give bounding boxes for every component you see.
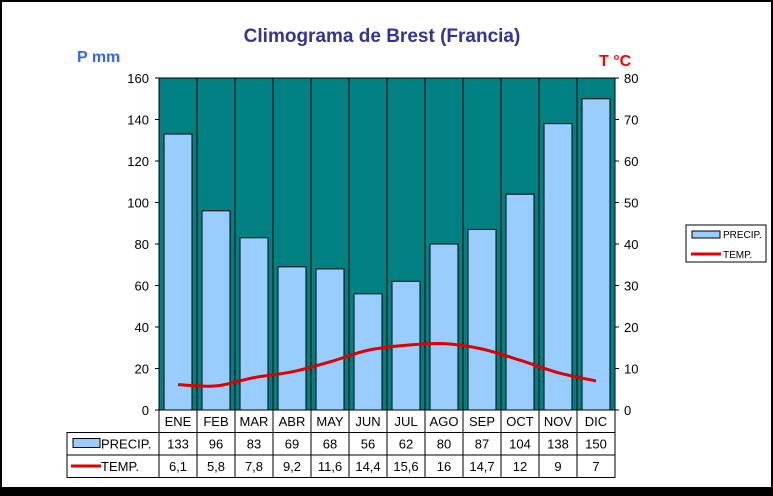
bar-abr <box>277 266 307 411</box>
precip-value: 83 <box>247 437 261 452</box>
bar-oct <box>505 193 535 411</box>
precip-table-key <box>72 438 101 448</box>
legend-temp-label: TEMP. <box>723 250 752 261</box>
temp-value: 14,7 <box>469 459 494 474</box>
left-tick-label: 60 <box>135 279 149 294</box>
left-tick-label: 40 <box>135 320 149 335</box>
temp-value: 6,1 <box>169 459 187 474</box>
precip-value: 69 <box>285 437 299 452</box>
temp-row-label: TEMP. <box>101 459 139 474</box>
precip-value: 80 <box>437 437 451 452</box>
month-label: JUL <box>394 414 417 429</box>
legend-precip-label: PRECIP. <box>723 230 762 241</box>
temp-value: 14,4 <box>355 459 380 474</box>
bar-may <box>315 268 345 411</box>
month-label: ABR <box>279 414 306 429</box>
left-tick-label: 80 <box>135 237 149 252</box>
bar-mar <box>239 237 269 411</box>
precip-value: 96 <box>209 437 223 452</box>
right-tick-label: 10 <box>624 362 638 377</box>
month-label: MAY <box>316 414 344 429</box>
month-label: MAR <box>240 414 269 429</box>
month-label: NOV <box>544 414 573 429</box>
left-axis-label: P mm <box>77 49 120 66</box>
bar-nov <box>543 123 573 411</box>
month-label: DIC <box>585 414 607 429</box>
temp-value: 7 <box>592 459 599 474</box>
left-tick-label: 120 <box>127 154 149 169</box>
left-tick-label: 20 <box>135 362 149 377</box>
month-label: OCT <box>506 414 534 429</box>
precip-value: 56 <box>361 437 375 452</box>
right-tick-label: 0 <box>624 403 631 418</box>
right-tick-label: 80 <box>624 71 638 86</box>
month-label: SEP <box>469 414 495 429</box>
bar-dic <box>581 98 611 411</box>
left-tick-label: 160 <box>127 71 149 86</box>
precip-value: 87 <box>475 437 489 452</box>
chart-frame: Climograma de Brest (Francia) P mm T °C … <box>2 2 771 487</box>
bar-ago <box>429 243 459 411</box>
precip-value: 150 <box>585 437 607 452</box>
precip-row-label: PRECIP. <box>101 437 151 452</box>
precip-value: 68 <box>323 437 337 452</box>
bar-sep <box>467 228 497 411</box>
right-axis-label: T °C <box>599 53 632 70</box>
precip-value: 62 <box>399 437 413 452</box>
temp-value: 7,8 <box>245 459 263 474</box>
temp-value: 11,6 <box>318 459 342 474</box>
right-tick-label: 20 <box>624 320 638 335</box>
right-tick-label: 30 <box>624 279 638 294</box>
bar-ene <box>163 133 193 411</box>
temp-line <box>177 341 597 388</box>
temp-value: 5,8 <box>207 459 225 474</box>
chart-title: Climograma de Brest (Francia) <box>244 26 521 47</box>
bar-feb <box>201 210 231 411</box>
right-tick-label: 40 <box>624 237 638 252</box>
precip-value: 133 <box>167 437 189 452</box>
month-label: AGO <box>430 414 459 429</box>
month-label: ENE <box>165 414 192 429</box>
temp-value: 9 <box>554 459 561 474</box>
temp-value: 9,2 <box>283 459 301 474</box>
right-tick-label: 70 <box>624 113 638 128</box>
left-tick-label: 0 <box>142 403 149 418</box>
left-tick-label: 100 <box>127 196 149 211</box>
right-tick-label: 60 <box>624 154 638 169</box>
precip-value: 104 <box>509 437 531 452</box>
temp-value: 16 <box>437 459 451 474</box>
left-tick-label: 140 <box>127 113 149 128</box>
month-label: JUN <box>355 414 380 429</box>
precip-value: 138 <box>547 437 569 452</box>
legend-precip-key <box>691 230 721 239</box>
month-label: FEB <box>203 414 228 429</box>
temp-value: 12 <box>513 459 527 474</box>
right-tick-label: 50 <box>624 196 638 211</box>
temp-value: 15,6 <box>393 459 418 474</box>
